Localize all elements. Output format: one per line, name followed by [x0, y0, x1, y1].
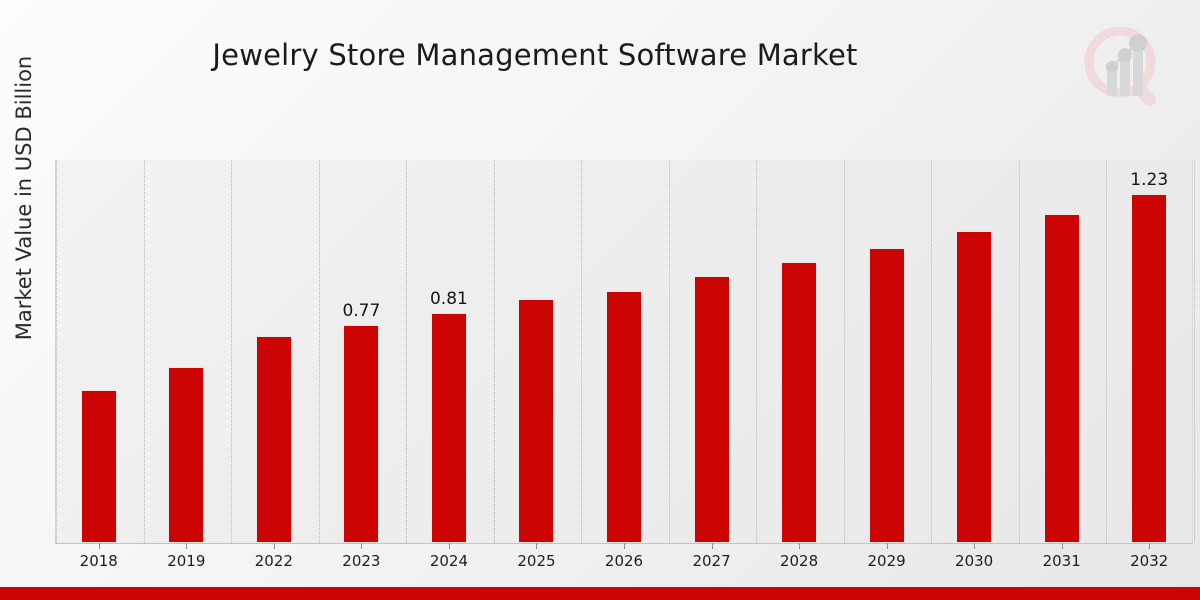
bar-group [55, 160, 143, 543]
x-tick [361, 543, 363, 549]
bars-layer: 0.77 0.81 1.23 [55, 160, 1193, 543]
bar-2025[interactable] [518, 299, 555, 543]
x-axis-label-2019: 2019 [167, 552, 206, 570]
gridline [931, 160, 933, 543]
bar-2024[interactable] [430, 313, 467, 543]
bar-2023[interactable] [343, 324, 380, 543]
gridline [231, 160, 233, 543]
x-axis-label-2024: 2024 [429, 552, 469, 570]
bar-2018[interactable] [80, 389, 117, 543]
bar-group: 1.23 [1105, 160, 1193, 543]
bar-value-label-2024: 0.81 [429, 289, 468, 310]
bar-group [930, 160, 1018, 543]
bar-group [143, 160, 231, 543]
bar-group [230, 160, 318, 543]
x-axis-label-2030: 2030 [955, 552, 994, 570]
x-axis-label-2031: 2031 [1042, 552, 1081, 570]
x-tick [186, 543, 188, 549]
x-tick [799, 543, 801, 549]
gridline [1106, 160, 1108, 543]
x-tick [536, 543, 538, 549]
gridline [143, 160, 145, 543]
bar-2028[interactable] [781, 262, 818, 543]
x-axis-label-2023: 2023 [342, 552, 381, 570]
bar-2027[interactable] [693, 276, 730, 543]
bar-group [1018, 160, 1106, 543]
bar-2022[interactable] [255, 335, 292, 543]
x-axis-label-2027: 2027 [692, 552, 731, 570]
x-tick [886, 543, 888, 549]
x-axis-label-2026: 2026 [604, 552, 644, 570]
gridline [668, 160, 670, 543]
x-axis-label-2022: 2022 [254, 552, 293, 570]
page-title: Jewelry Store Management Software Market [212, 38, 858, 72]
x-axis-label-2028: 2028 [779, 552, 819, 570]
x-tick [624, 543, 625, 549]
bottom-accent-band [0, 587, 1200, 600]
bar-group: 0.77 [318, 160, 406, 543]
gridline [318, 160, 320, 543]
x-tick [711, 543, 713, 549]
bar-group [843, 160, 931, 543]
x-axis-label-2018: 2018 [79, 552, 118, 570]
bar-2031[interactable] [1043, 213, 1080, 543]
x-tick [448, 543, 450, 549]
x-tick [273, 543, 275, 549]
gridline [406, 160, 408, 543]
bar-2030[interactable] [956, 230, 993, 543]
x-tick [1149, 543, 1151, 549]
x-tick [974, 543, 976, 549]
x-tick [1061, 543, 1063, 549]
bar-group [755, 160, 843, 543]
gridline [1194, 160, 1195, 543]
gridline [56, 160, 57, 543]
magnifier-bar-chart-logo [1076, 22, 1172, 114]
y-axis-title: Market Value in USD Billion [12, 55, 36, 341]
bar-value-label-2032: 1.23 [1130, 170, 1169, 191]
bar-group [580, 160, 668, 543]
bar-2019[interactable] [168, 367, 205, 543]
x-axis-label-2029: 2029 [867, 552, 906, 570]
bar-2026[interactable] [605, 290, 642, 543]
gridline [581, 160, 583, 543]
bar-group [493, 160, 581, 543]
gridline [1018, 160, 1020, 543]
bar-group: 0.81 [405, 160, 493, 543]
bar-2032[interactable] [1131, 194, 1168, 543]
bar-2029[interactable] [868, 247, 905, 543]
gridline [493, 160, 495, 543]
x-axis-label-2032: 2032 [1130, 552, 1169, 570]
gridline [843, 160, 845, 543]
bar-value-label-2023: 0.77 [342, 300, 381, 321]
bar-group [668, 160, 756, 543]
x-tick [98, 543, 100, 549]
gridline [756, 160, 758, 543]
x-axis-label-2025: 2025 [517, 552, 556, 570]
